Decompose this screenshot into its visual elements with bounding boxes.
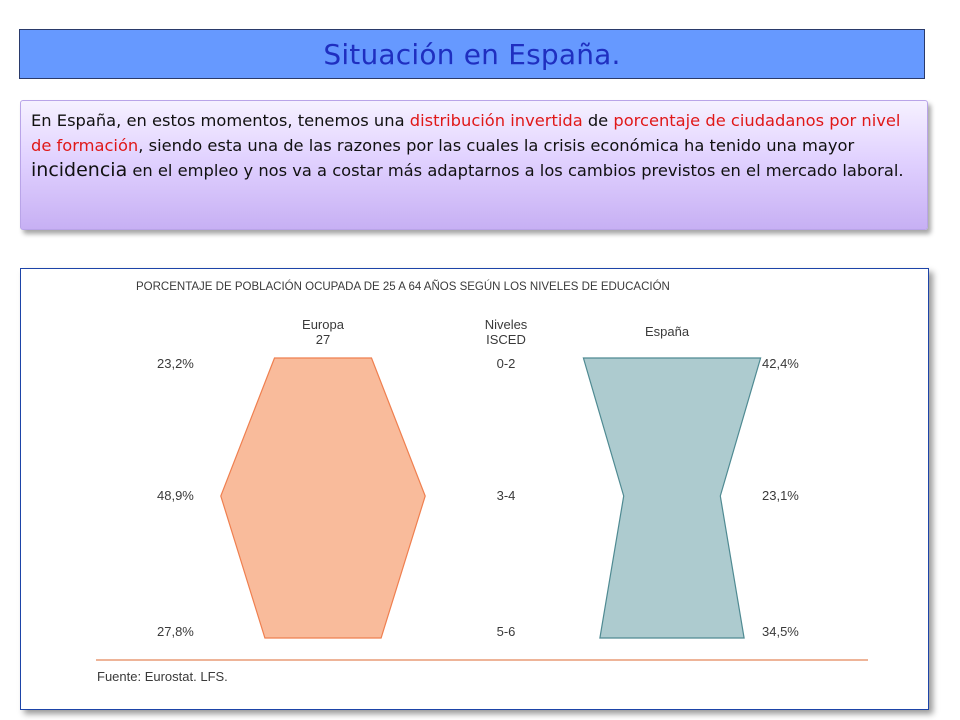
intro-text-1: En España, en estos momentos, tenemos un…	[31, 111, 410, 130]
espana-label-5-6: 34,5%	[762, 624, 799, 639]
espana-label-0-2: 42,4%	[762, 356, 799, 371]
intro-text-3: de	[582, 111, 614, 130]
europa-pyramid-shape	[220, 357, 426, 639]
chart-frame: PORCENTAJE DE POBLACIÓN OCUPADA DE 25 A …	[20, 268, 929, 710]
intro-highlight-distribucion: distribución invertida	[409, 111, 583, 130]
intro-highlight-porcentaje: porcentaje de ciudadanos por nivel de fo…	[31, 111, 901, 155]
europa-label-3-4: 48,9%	[157, 488, 194, 503]
intro-incidencia: incidencia	[31, 159, 128, 181]
series-name-europa: Europa	[302, 317, 345, 332]
category-label-5-6: 5-6	[497, 624, 516, 639]
intro-text-box: En España, en estos momentos, tenemos un…	[20, 100, 928, 230]
title-bar: Situación en España.	[19, 29, 925, 79]
intro-text-5: , siendo esta una de las razones por las…	[138, 135, 855, 155]
intro-text-7: en el empleo y nos va a costar más adapt…	[127, 161, 904, 180]
category-label-3-4: 3-4	[497, 488, 516, 503]
categories-header-isced: ISCED	[486, 332, 526, 347]
series-name-europa-line2: 27	[316, 332, 330, 347]
category-label-0-2: 0-2	[497, 356, 516, 371]
series-name-espana: España	[645, 324, 690, 339]
espana-pyramid-shape	[582, 357, 762, 639]
slide-title: Situación en España.	[323, 37, 621, 71]
espana-label-3-4: 23,1%	[762, 488, 799, 503]
chart-title: PORCENTAJE DE POBLACIÓN OCUPADA DE 25 A …	[136, 280, 670, 293]
chart-source: Fuente: Eurostat. LFS.	[97, 669, 228, 684]
categories-header-niveles: Niveles	[485, 317, 528, 332]
europa-label-0-2: 23,2%	[157, 356, 194, 371]
chart: PORCENTAJE DE POBLACIÓN OCUPADA DE 25 A …	[96, 280, 868, 684]
europa-label-5-6: 27,8%	[157, 624, 194, 639]
